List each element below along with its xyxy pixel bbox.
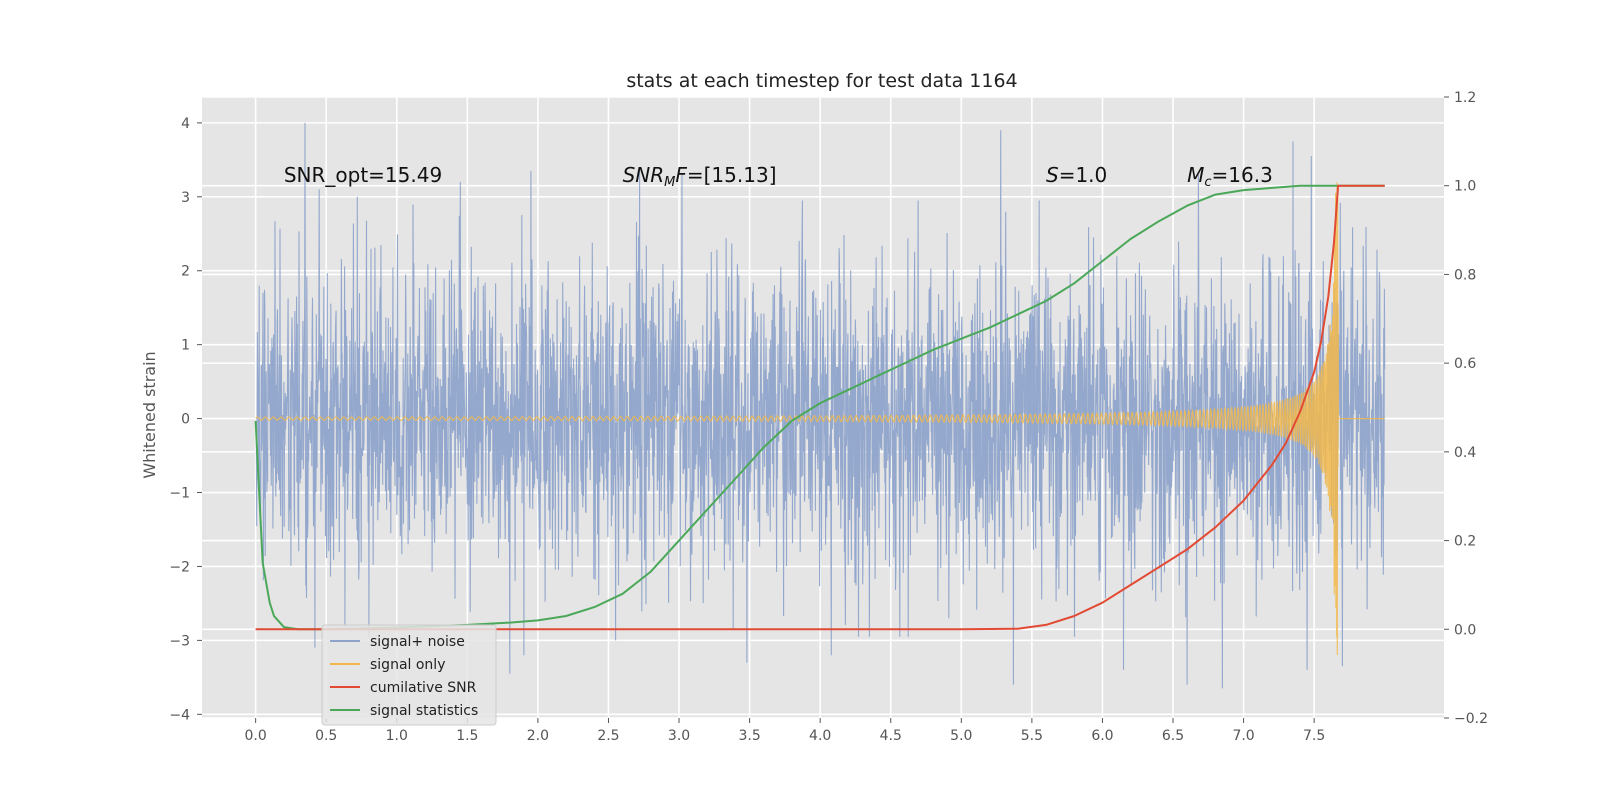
legend: signal+ noise signal only cumilative SNR si… — [321, 624, 497, 726]
y2-tick-label: 1.0 — [1454, 179, 1476, 195]
annotation-2: S=1.0 — [1046, 163, 1107, 187]
signal-noise-series — [255, 122, 1386, 689]
x-tick-label: 0.0 — [244, 728, 266, 744]
signal-only-series — [255, 182, 1385, 656]
x-tick-label: 6.5 — [1162, 728, 1184, 744]
signal-noise-line — [255, 122, 1386, 689]
y2-tick-label: 1.2 — [1454, 90, 1476, 106]
y2-tick-label: 0.6 — [1454, 356, 1476, 372]
y-tick-label: 2 — [181, 264, 190, 280]
annotations: SNR_opt=15.49 SNRMF=[15.13] S=1.0 Mc=16.3 — [284, 163, 1273, 190]
legend-entry: cumilative SNR — [370, 680, 477, 696]
x-tick-label: 0.5 — [315, 728, 337, 744]
x-tick-label: 5.5 — [1021, 728, 1043, 744]
chart-title: stats at each timestep for test data 116… — [626, 70, 1017, 92]
x-tick-label: 1.5 — [456, 728, 478, 744]
y-tick-label: −1 — [169, 486, 190, 502]
x-tick-label: 4.0 — [809, 728, 831, 744]
x-tick-label: 3.5 — [738, 728, 760, 744]
y2-tick-label: 0.2 — [1454, 534, 1476, 550]
annotation-1: SNRMF=[15.13] — [623, 163, 777, 190]
x-tick-label: 7.5 — [1303, 728, 1325, 744]
x-tick-label: 6.0 — [1091, 728, 1113, 744]
annotation-0: SNR_opt=15.49 — [284, 163, 442, 187]
legend-entry: signal only — [370, 657, 445, 673]
x-tick-label: 3.0 — [668, 728, 690, 744]
y-tick-label: 3 — [181, 190, 190, 206]
x-tick-label: 5.0 — [950, 728, 972, 744]
cumilative-snr-line — [255, 184, 1385, 631]
y-tick-label: −2 — [169, 559, 190, 575]
legend-box — [321, 624, 497, 726]
y-axis-label: Whitened strain — [140, 351, 159, 478]
grid-lines — [202, 96, 1444, 719]
x-tick-label: 1.0 — [386, 728, 408, 744]
y2-tick-label: 0.8 — [1454, 267, 1476, 283]
y-tick-label: −3 — [169, 633, 190, 649]
y2-tick-label: 0.0 — [1454, 622, 1476, 638]
y-tick-label: −4 — [169, 707, 190, 723]
y2-tick-label: −0.2 — [1454, 711, 1488, 727]
y2-tick-label: 0.4 — [1454, 445, 1476, 461]
signal-only-line — [255, 182, 1385, 656]
y-tick-label: 0 — [181, 412, 190, 428]
y-tick-label: 4 — [181, 116, 190, 132]
annotation-3: Mc=16.3 — [1187, 163, 1273, 190]
x-tick-label: 2.0 — [527, 728, 549, 744]
x-tick-label: 4.5 — [880, 728, 902, 744]
axes: 0.0 0.5 1.0 1.5 2.0 2.5 3.0 3.5 4.0 4.5 5.0 5.5 6.0 6… — [169, 90, 1488, 744]
x-tick-label: 2.5 — [597, 728, 619, 744]
legend-entry: signal+ noise — [370, 634, 465, 650]
x-tick-label: 7.0 — [1232, 728, 1254, 744]
y-tick-label: 1 — [181, 338, 190, 354]
legend-entry: signal statistics — [370, 703, 478, 719]
